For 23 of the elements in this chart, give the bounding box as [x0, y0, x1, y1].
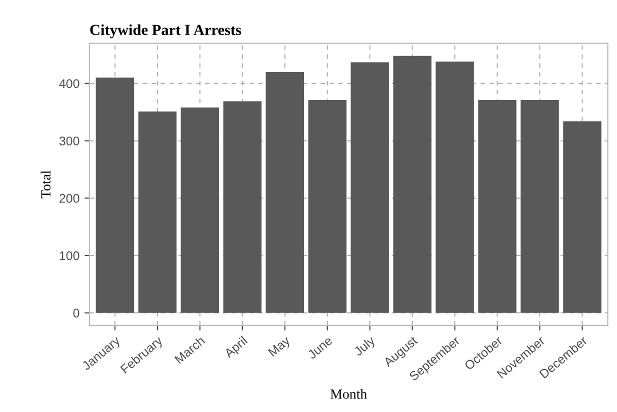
bar — [478, 100, 516, 313]
x-axis-title: Month — [330, 388, 367, 399]
bar — [563, 121, 602, 313]
bar — [436, 62, 474, 313]
bar — [266, 72, 304, 313]
bar — [350, 62, 389, 313]
y-axis-title: Total — [40, 170, 51, 198]
x-tick-label: June — [307, 336, 333, 360]
y-tick-label: 400 — [59, 79, 80, 88]
y-tick-label: 100 — [60, 251, 80, 260]
bar — [393, 56, 432, 313]
bar — [180, 108, 220, 313]
chart-title: Citywide Part I Arrests — [90, 24, 242, 38]
x-tick-label: July — [352, 335, 378, 358]
bar — [96, 78, 134, 313]
y-tick-label: 0 — [73, 308, 80, 318]
x-tick-label: May — [268, 336, 292, 359]
bar — [520, 100, 559, 313]
bar — [308, 100, 346, 313]
y-tick-label: 300 — [59, 136, 80, 146]
bar — [223, 101, 262, 313]
y-tick-label: 200 — [60, 194, 80, 203]
bar — [138, 112, 177, 313]
